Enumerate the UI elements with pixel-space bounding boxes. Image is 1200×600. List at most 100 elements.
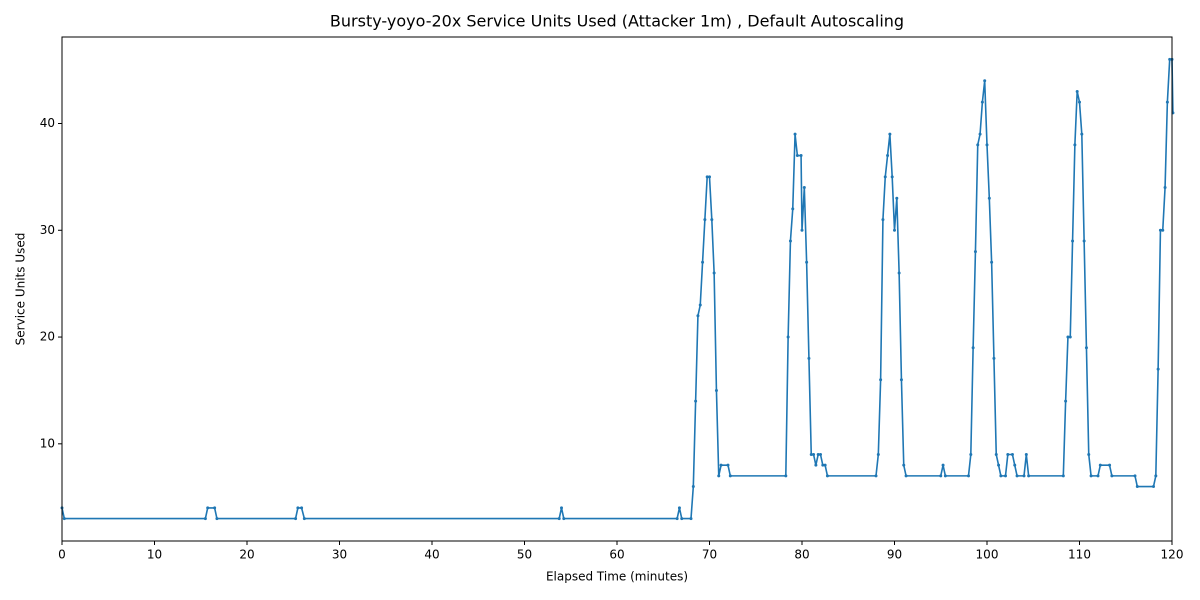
point xyxy=(823,463,827,467)
point xyxy=(677,506,681,510)
point xyxy=(999,474,1003,478)
point xyxy=(802,186,806,190)
point xyxy=(786,335,790,339)
x-tick-label: 80 xyxy=(794,548,809,562)
point xyxy=(990,260,994,264)
point xyxy=(703,218,707,222)
point xyxy=(821,463,825,467)
point xyxy=(675,517,679,521)
point xyxy=(1156,367,1160,371)
point xyxy=(560,506,563,510)
point xyxy=(978,132,982,136)
point xyxy=(1168,57,1172,61)
point xyxy=(300,506,304,510)
x-tick-label: 50 xyxy=(517,548,532,562)
point xyxy=(1015,474,1019,478)
point xyxy=(1027,474,1031,478)
point xyxy=(1004,474,1007,478)
point xyxy=(973,250,977,254)
point xyxy=(1089,474,1093,478)
point xyxy=(694,399,698,403)
point xyxy=(719,463,723,467)
point xyxy=(1013,463,1017,467)
point xyxy=(1068,335,1072,339)
point xyxy=(689,517,693,521)
point xyxy=(807,356,811,360)
point xyxy=(696,314,700,318)
y-tick-label: 20 xyxy=(40,330,55,344)
point xyxy=(691,485,695,489)
point xyxy=(879,378,883,382)
point xyxy=(812,453,816,457)
x-tick-label: 90 xyxy=(887,548,902,562)
point xyxy=(888,132,892,136)
point xyxy=(967,474,970,478)
x-tick-label: 10 xyxy=(147,548,162,562)
x-tick-label: 40 xyxy=(424,548,439,562)
point xyxy=(206,506,210,510)
x-axis-label: Elapsed Time (minutes) xyxy=(546,570,688,584)
point xyxy=(793,132,797,136)
plot-area xyxy=(60,57,1175,521)
point xyxy=(1087,453,1091,457)
line xyxy=(61,58,1174,520)
point xyxy=(809,453,813,457)
point xyxy=(895,196,899,200)
x-tick-label: 20 xyxy=(239,548,254,562)
point xyxy=(213,506,217,510)
point xyxy=(1064,399,1068,403)
point xyxy=(1096,474,1100,478)
point xyxy=(1010,453,1014,457)
point xyxy=(881,218,885,222)
point xyxy=(941,463,945,467)
point xyxy=(1022,474,1026,478)
x-tick-label: 100 xyxy=(976,548,999,562)
point xyxy=(726,463,730,467)
point xyxy=(294,517,298,521)
point xyxy=(1154,474,1158,478)
point xyxy=(904,474,908,478)
point xyxy=(717,474,721,478)
point xyxy=(890,175,894,179)
point xyxy=(712,271,716,275)
point xyxy=(902,463,906,467)
point xyxy=(994,453,998,457)
point xyxy=(1163,186,1167,190)
point xyxy=(1061,474,1065,478)
point xyxy=(883,175,887,179)
point xyxy=(1006,453,1010,457)
point xyxy=(1135,485,1139,489)
point xyxy=(1075,89,1079,93)
point xyxy=(876,453,880,457)
point xyxy=(203,517,207,521)
point xyxy=(814,463,818,467)
point xyxy=(985,143,989,147)
point xyxy=(1152,485,1155,489)
point xyxy=(710,218,714,222)
point xyxy=(899,378,903,382)
point xyxy=(302,517,306,521)
point xyxy=(1084,346,1088,350)
point xyxy=(215,517,219,521)
point xyxy=(1108,463,1112,467)
point xyxy=(1024,453,1028,457)
x-tick-label: 70 xyxy=(702,548,717,562)
x-tick-label: 60 xyxy=(609,548,624,562)
point xyxy=(788,239,792,243)
point xyxy=(1165,100,1169,104)
point xyxy=(816,453,820,457)
point xyxy=(987,196,991,200)
point xyxy=(1161,228,1165,232)
point xyxy=(1073,143,1077,147)
x-tick-label: 110 xyxy=(1068,548,1091,562)
point xyxy=(1133,474,1137,478)
point xyxy=(680,517,684,521)
x-tick-label: 30 xyxy=(332,548,347,562)
point xyxy=(1082,239,1086,243)
point xyxy=(980,100,984,104)
y-axis-label: Service Units Used xyxy=(14,233,28,346)
point xyxy=(714,388,718,392)
